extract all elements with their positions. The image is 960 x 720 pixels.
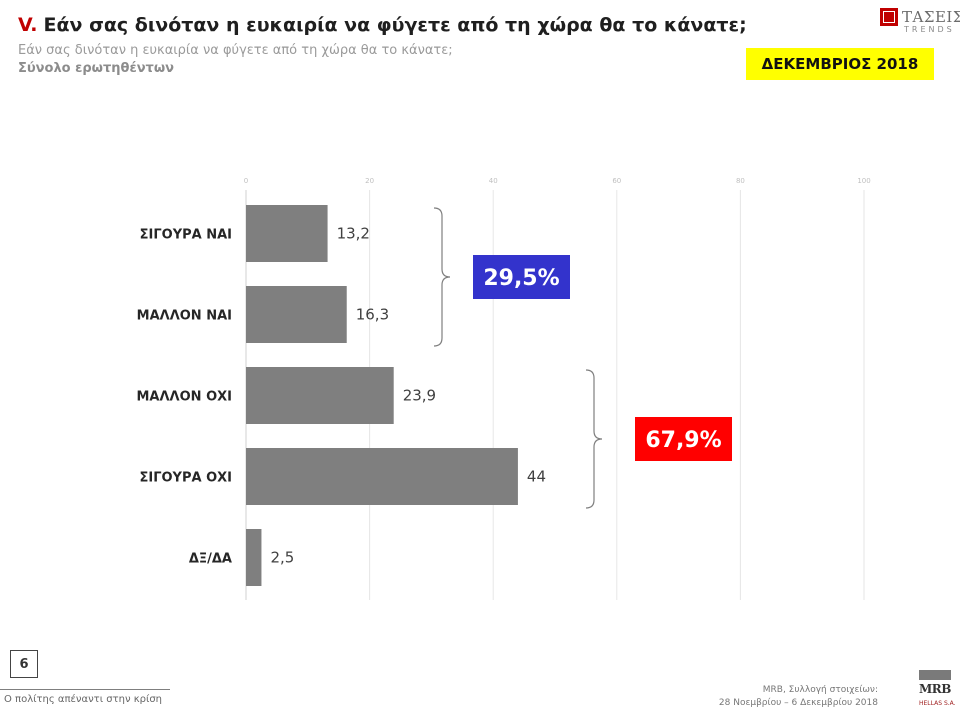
group-bracket bbox=[433, 207, 451, 347]
page-title: V. Εάν σας δινόταν η ευκαιρία να φύγετε α… bbox=[18, 14, 747, 36]
bar bbox=[246, 286, 347, 343]
question-subtitle: Εάν σας δινόταν η ευκαιρία να φύγετε από… bbox=[18, 43, 453, 58]
footer-divider bbox=[0, 689, 170, 690]
x-tick-label: 100 bbox=[857, 177, 870, 185]
x-tick-label: 40 bbox=[489, 177, 498, 185]
logo-sub: TRENDS bbox=[904, 25, 955, 34]
category-label: ΜΑΛΛΟΝ ΝΑΙ bbox=[137, 309, 232, 324]
title-prefix: V. bbox=[18, 14, 38, 36]
data-label: 16,3 bbox=[356, 306, 389, 324]
title-text: Εάν σας δινόταν η ευκαιρία να φύγετε από… bbox=[43, 14, 747, 36]
group-bracket bbox=[585, 369, 603, 509]
category-label: ΔΞ/ΔΑ bbox=[189, 552, 232, 567]
base-label: Σύνολο ερωτηθέντων bbox=[18, 61, 174, 76]
data-label: 13,2 bbox=[337, 225, 370, 243]
category-label: ΣΙΓΟΥΡΑ ΟΧΙ bbox=[140, 471, 233, 486]
footer-report-title: Ο πολίτης απέναντι στην κρίση bbox=[4, 694, 163, 705]
group-total-label: 67,9% bbox=[645, 428, 721, 453]
footer-source-line2: 28 Νοεμβρίου – 6 Δεκεμβρίου 2018 bbox=[718, 698, 878, 708]
tasies-logo: ΤΑΣΕΙΣ TRENDS bbox=[880, 6, 960, 36]
data-label: 23,9 bbox=[403, 387, 436, 405]
x-tick-label: 60 bbox=[612, 177, 621, 185]
data-label: 44 bbox=[527, 468, 546, 486]
mrb-logo-bar bbox=[919, 670, 951, 680]
bar bbox=[246, 529, 262, 586]
group-total-label: 29,5% bbox=[483, 266, 559, 291]
x-tick-label: 0 bbox=[244, 177, 248, 185]
bar bbox=[246, 367, 394, 424]
logo-name: ΤΑΣΕΙΣ bbox=[902, 8, 960, 26]
category-label: ΣΙΓΟΥΡΑ ΝΑΙ bbox=[140, 228, 232, 243]
date-badge: ΔΕΚΕΜΒΡΙΟΣ 2018 bbox=[746, 48, 934, 80]
bar bbox=[246, 205, 328, 262]
x-tick-label: 20 bbox=[365, 177, 374, 185]
data-label: 2,5 bbox=[270, 549, 294, 567]
footer-source: MRB, Συλλογή στοιχείων: 28 Νοεμβρίου – 6… bbox=[719, 684, 878, 710]
group-total-box bbox=[635, 417, 732, 461]
page-number: 6 bbox=[10, 650, 38, 678]
logo-square-icon bbox=[880, 8, 898, 26]
group-total-box bbox=[473, 255, 570, 299]
mrb-logo-text: MRB bbox=[919, 682, 951, 696]
footer-source-line1: MRB, Συλλογή στοιχείων: bbox=[762, 685, 878, 695]
bar bbox=[246, 448, 518, 505]
category-label: ΜΑΛΛΟΝ ΟΧΙ bbox=[137, 390, 233, 405]
x-tick-label: 80 bbox=[736, 177, 745, 185]
mrb-logo: MRB HELLAS S.A. bbox=[919, 670, 956, 712]
mrb-logo-sub: HELLAS S.A. bbox=[919, 700, 956, 707]
